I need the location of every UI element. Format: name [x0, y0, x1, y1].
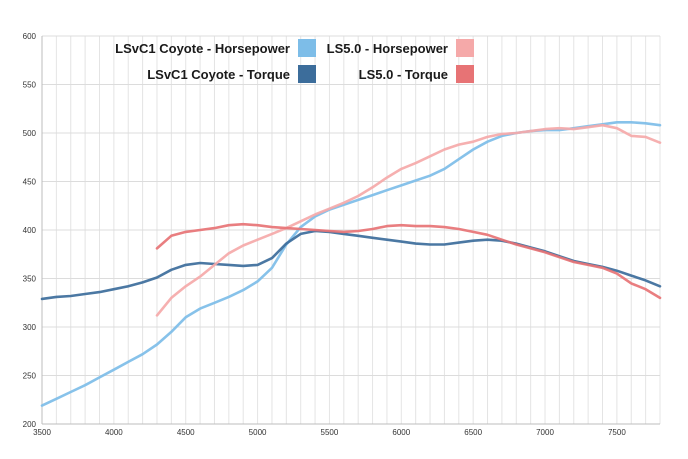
- y-axis-ticks: 200 250 300 350 400 450 500 550 600: [23, 32, 37, 429]
- series-line-1: [40, 121, 662, 407]
- x-tick-label: 5000: [249, 428, 267, 437]
- x-tick-label: 7000: [536, 428, 554, 437]
- y-tick-label: 250: [23, 372, 37, 381]
- series-line-3: [155, 123, 662, 317]
- y-tick-label: 550: [23, 81, 37, 90]
- y-tick-label: 200: [23, 420, 37, 429]
- y-tick-label: 300: [23, 323, 37, 332]
- x-tick-label: 3500: [33, 428, 51, 437]
- legend-swatch: [298, 39, 316, 57]
- legend-label: LS5.0 - Horsepower: [327, 41, 448, 56]
- x-tick-label: 4500: [177, 428, 195, 437]
- grid: [41, 35, 661, 425]
- y-tick-label: 400: [23, 226, 37, 235]
- legend-swatch: [298, 65, 316, 83]
- x-axis-ticks: 3500 4000 4500 5000 5500 6000 6500 7000 7500: [33, 428, 626, 437]
- x-tick-label: 7500: [608, 428, 626, 437]
- series-lines: [40, 121, 662, 407]
- x-tick-label: 6000: [392, 428, 410, 437]
- x-tick-label: 4000: [105, 428, 123, 437]
- y-tick-label: 500: [23, 129, 37, 138]
- y-tick-label: 450: [23, 178, 37, 187]
- series-line-2: [40, 229, 662, 301]
- legend: LSvC1 Coyote - Horsepower LSvC1 Coyote - …: [115, 39, 474, 83]
- legend-swatch: [456, 39, 474, 57]
- x-tick-label: 5500: [321, 428, 339, 437]
- legend-label: LSvC1 Coyote - Torque: [147, 67, 290, 82]
- y-tick-label: 350: [23, 275, 37, 284]
- legend-label: LS5.0 - Torque: [359, 67, 448, 82]
- legend-label: LSvC1 Coyote - Horsepower: [115, 41, 290, 56]
- y-tick-label: 600: [23, 32, 37, 41]
- x-tick-label: 6500: [464, 428, 482, 437]
- series-line-4: [155, 222, 662, 300]
- legend-swatch: [456, 65, 474, 83]
